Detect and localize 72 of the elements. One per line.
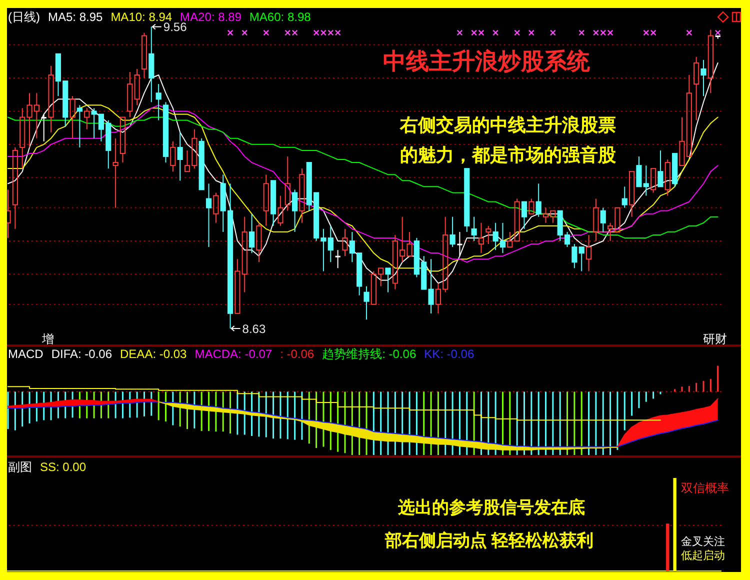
candlestick — [112, 138, 118, 208]
candlestick — [156, 84, 162, 121]
candlestick — [335, 250, 340, 269]
annotation: 中线主升浪炒股系统 — [383, 48, 591, 74]
candlestick — [708, 29, 714, 94]
annotation: 的魅力，都是市场的强音股 — [400, 145, 617, 165]
chart-title: (日线) — [8, 10, 40, 24]
text: MA5: 8.95 — [48, 10, 104, 24]
candlestick — [284, 156, 290, 212]
candlestick — [234, 258, 240, 314]
candlestick — [658, 150, 664, 188]
candlestick — [342, 228, 348, 257]
candlestick — [586, 234, 592, 272]
candlestick — [170, 140, 176, 172]
candlestick — [628, 171, 635, 218]
candlestick — [600, 207, 606, 232]
candlestick — [486, 225, 492, 244]
candlestick — [457, 231, 462, 257]
annotation: 部右侧启动点 轻轻松松获利 — [384, 531, 594, 550]
text: MACDA: -0.07 — [194, 347, 272, 361]
candlestick — [256, 222, 262, 263]
candlestick — [177, 132, 183, 182]
candlestick — [120, 116, 126, 164]
candlestick — [471, 216, 477, 242]
candlestick — [578, 246, 584, 272]
candlestick — [364, 286, 370, 320]
text: DEAA: -0.03 — [120, 347, 188, 361]
candlestick — [141, 32, 148, 79]
candlestick — [278, 195, 284, 226]
candlestick — [450, 216, 456, 248]
candlestick — [507, 231, 513, 248]
annotation: 双信概率 — [681, 481, 729, 495]
candlestick — [84, 108, 90, 130]
candlestick — [76, 104, 82, 148]
text: DIFA: -0.06 — [51, 347, 112, 361]
candlestick — [70, 96, 76, 139]
candlestick — [521, 201, 528, 230]
annotation: 金叉关注 — [681, 535, 725, 548]
candlestick — [700, 59, 706, 97]
annotation: 选出的参考股信号发在底 — [397, 498, 585, 517]
text: MA60: 8.98 — [249, 10, 312, 24]
candlestick — [292, 189, 298, 232]
text: 增 — [41, 332, 54, 346]
candlestick — [664, 158, 670, 196]
text: 研财 — [703, 332, 727, 346]
candlestick — [622, 186, 628, 208]
text: KK: -0.06 — [424, 347, 474, 361]
candlestick — [572, 243, 578, 269]
candlestick — [213, 192, 219, 224]
chart-title: MACD — [8, 347, 44, 361]
candlestick — [242, 216, 248, 293]
candlestick — [385, 268, 391, 293]
candlestick — [694, 56, 700, 121]
candlestick — [478, 222, 484, 254]
candlestick — [299, 168, 305, 224]
candlestick — [127, 71, 133, 118]
candlestick — [134, 68, 140, 106]
candlestick — [593, 198, 599, 242]
candlestick — [263, 174, 269, 226]
text: : -0.06 — [280, 347, 314, 361]
candlestick — [206, 183, 212, 248]
annotation: 右侧交易的中线主升浪股票 — [399, 115, 616, 135]
candlestick — [48, 65, 54, 133]
text: SS: 0.00 — [40, 460, 86, 474]
candlestick — [248, 213, 255, 254]
candlestick — [12, 146, 18, 230]
chart-title: 副图 — [8, 460, 32, 474]
annotation: 8.63 — [242, 322, 266, 336]
text: 趋势维持线: -0.06 — [322, 347, 416, 361]
annotation: 低起启动 — [681, 549, 725, 562]
candlestick — [536, 183, 542, 218]
candlestick — [41, 114, 46, 142]
